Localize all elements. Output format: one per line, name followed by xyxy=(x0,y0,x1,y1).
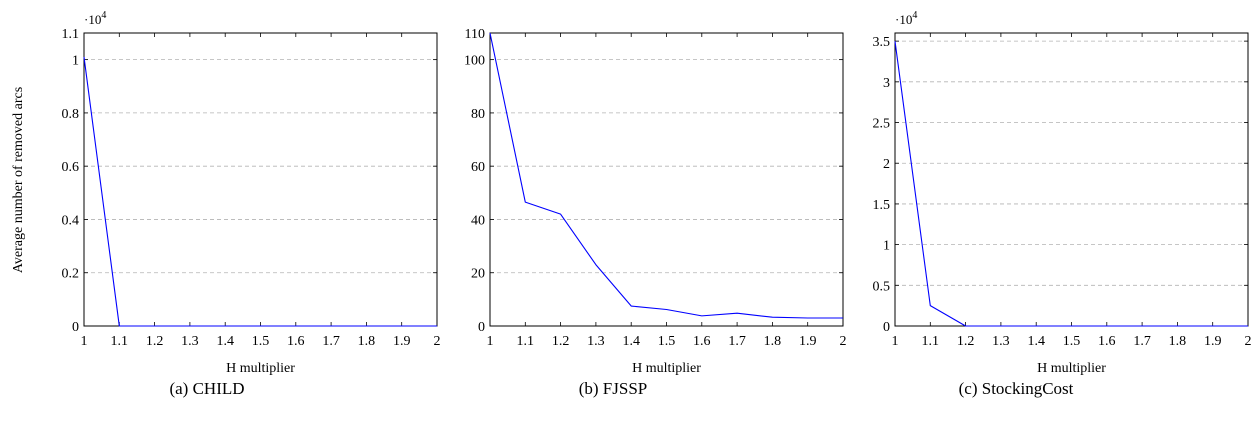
x-tick-label: 2 xyxy=(1245,334,1252,349)
y-axis-exponent: ·104 xyxy=(84,10,106,27)
y-tick-label: 1.1 xyxy=(62,27,80,42)
y-tick-label: 3.5 xyxy=(873,35,891,50)
chart-panel-2: 1 1.1 1.2 1.3 1.4 1.5 1.6 1.7 1.8 1.9 202040608010… xyxy=(464,27,847,398)
plot-frame xyxy=(894,32,1249,327)
y-tick-label: 60 xyxy=(471,160,485,175)
series-line xyxy=(83,56,437,327)
x-tick-label: 1.2 xyxy=(957,334,975,349)
panel-caption: (c) StockingCost xyxy=(959,379,1074,398)
series-line xyxy=(894,41,1248,327)
plot-frame xyxy=(489,32,844,327)
plot-frame xyxy=(83,32,438,327)
x-tick-label: 1.7 xyxy=(1133,334,1151,349)
y-tick-label: 0 xyxy=(883,320,890,335)
chart-panel-3: 1 1.1 1.2 1.3 1.4 1.5 1.6 1.7 1.8 1.9 2 0 0.5 1 1.5 2 2.… xyxy=(873,10,1252,398)
x-tick-label: 1.4 xyxy=(1027,334,1045,349)
x-tick-label: 1.3 xyxy=(992,334,1010,349)
chart-panel-1: 1 1.1 1.2 1.3 1.4 1.5 1.6 1.7 1.8 1.9 2 0 0.2 0.4 0.6 0… xyxy=(62,10,441,398)
series-line xyxy=(489,32,843,319)
x-tick-label: 1.3 xyxy=(587,334,605,349)
x-tick-label: 1.9 xyxy=(799,334,817,349)
shared-y-axis-label: Average number of removed arcs xyxy=(11,87,26,273)
x-tick-label: 1.7 xyxy=(728,334,746,349)
y-tick-label: 100 xyxy=(464,54,485,69)
x-tick-label: 1.8 xyxy=(358,334,376,349)
x-tick-label: 1 xyxy=(892,334,899,349)
y-tick-label: 0.8 xyxy=(62,107,80,122)
x-tick-label: 1.2 xyxy=(146,334,164,349)
x-axis-label: H multiplier xyxy=(632,361,701,376)
x-tick-label: 1.6 xyxy=(287,334,305,349)
x-tick-label: 1.1 xyxy=(922,334,940,349)
x-axis-label: H multiplier xyxy=(1037,361,1106,376)
y-tick-label: 1.5 xyxy=(873,198,891,213)
x-tick-label: 1.8 xyxy=(764,334,782,349)
x-tick-label: 1.9 xyxy=(1204,334,1222,349)
y-tick-label: 3 xyxy=(883,76,890,91)
x-tick-label: 1.6 xyxy=(1098,334,1116,349)
x-tick-label: 1 xyxy=(81,334,88,349)
y-tick-label: 0 xyxy=(72,320,79,335)
x-tick-label: 1.1 xyxy=(517,334,535,349)
panel-caption: (a) CHILD xyxy=(169,379,244,398)
x-tick-label: 2 xyxy=(840,334,847,349)
y-tick-label: 80 xyxy=(471,107,485,122)
x-tick-label: 1.7 xyxy=(322,334,340,349)
x-tick-label: 1.4 xyxy=(622,334,640,349)
y-tick-label: 2 xyxy=(883,157,890,172)
panel-caption: (b) FJSSP xyxy=(579,379,648,398)
y-axis-exponent: ·104 xyxy=(895,10,917,27)
x-tick-label: 1.5 xyxy=(658,334,676,349)
x-tick-label: 1.5 xyxy=(1063,334,1081,349)
x-tick-label: 1.3 xyxy=(181,334,199,349)
x-tick-label: 1.9 xyxy=(393,334,411,349)
x-tick-label: 1.8 xyxy=(1169,334,1187,349)
x-tick-label: 1.6 xyxy=(693,334,711,349)
y-tick-label: 1 xyxy=(883,239,890,254)
x-tick-label: 1.1 xyxy=(111,334,129,349)
y-tick-label: 0.4 xyxy=(62,213,80,228)
x-axis-label: H multiplier xyxy=(226,361,295,376)
y-tick-label: 110 xyxy=(465,27,485,42)
y-tick-label: 20 xyxy=(471,267,485,282)
y-tick-label: 0.5 xyxy=(873,279,891,294)
y-tick-label: 40 xyxy=(471,213,485,228)
y-tick-label: 0 xyxy=(478,320,485,335)
x-tick-label: 1.4 xyxy=(216,334,234,349)
y-tick-label: 0.6 xyxy=(62,160,80,175)
x-tick-label: 2 xyxy=(434,334,441,349)
x-tick-label: 1 xyxy=(487,334,494,349)
x-tick-label: 1.5 xyxy=(252,334,270,349)
y-tick-label: 0.2 xyxy=(62,267,80,282)
y-tick-label: 1 xyxy=(72,54,79,69)
x-tick-label: 1.2 xyxy=(552,334,570,349)
y-tick-label: 2.5 xyxy=(873,117,891,132)
